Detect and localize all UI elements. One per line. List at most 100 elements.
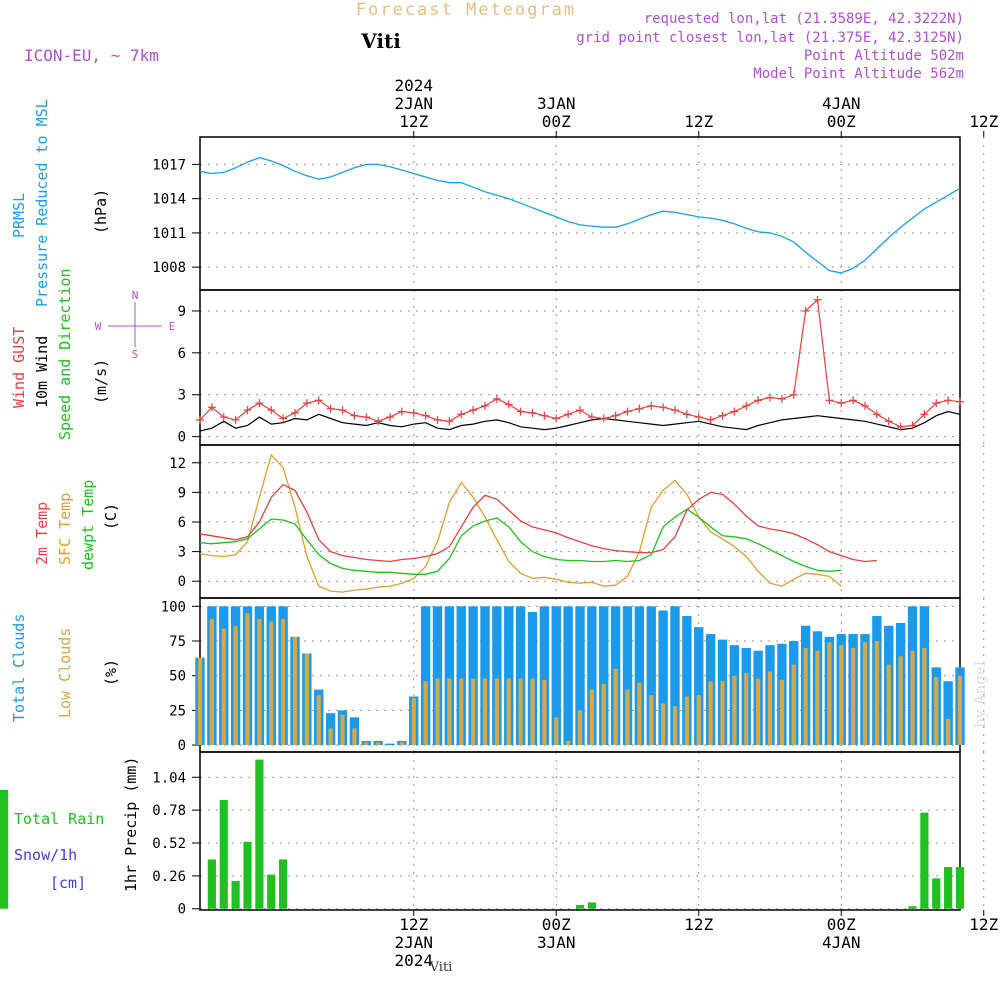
low-cloud-bar bbox=[423, 681, 428, 746]
low-cloud-bar bbox=[720, 681, 725, 746]
low-cloud-bar bbox=[316, 695, 321, 746]
pressure-label-desc: Pressure Reduced to MSL bbox=[33, 99, 51, 307]
clouds-ytick-label: 50 bbox=[169, 669, 186, 685]
low-cloud-bar bbox=[471, 678, 476, 746]
low-cloud-bar bbox=[221, 628, 226, 746]
total-cloud-bar bbox=[587, 606, 597, 746]
top-axis-label: 2JAN bbox=[394, 94, 433, 113]
pressure-label-prmsl: PRMSL bbox=[10, 193, 28, 238]
temp-labels: 2m Temp SFC Temp dewpt Temp (C) bbox=[33, 480, 120, 570]
pressure-panel: 1008 1011 1014 1017 bbox=[152, 136, 985, 291]
low-cloud-bar bbox=[530, 678, 535, 746]
low-cloud-bar bbox=[376, 742, 381, 746]
low-cloud-bar bbox=[815, 650, 820, 746]
wind-gust-label: Wind GUST bbox=[10, 327, 28, 408]
wind-labels: Wind GUST 10m Wind Speed and Direction (… bbox=[10, 268, 175, 440]
wind-10m-label: 10m Wind bbox=[33, 336, 51, 408]
temp-sfc-label: SFC Temp bbox=[56, 493, 74, 565]
total-cloud-bar bbox=[420, 606, 431, 746]
precip-rain-label: Total Rain bbox=[14, 810, 104, 828]
total-cloud-bar bbox=[599, 606, 609, 746]
low-cloud-bar bbox=[791, 664, 796, 746]
rain-bar bbox=[0, 789, 9, 909]
temp-unit: (C) bbox=[102, 503, 120, 530]
rain-bar bbox=[908, 906, 917, 909]
bottom-axis-label: 2024 bbox=[394, 951, 433, 970]
compass-rose: N S W E bbox=[95, 289, 176, 361]
low-cloud-bar bbox=[340, 714, 345, 746]
low-cloud-bar bbox=[910, 650, 915, 746]
precip-labels: Total Rain Snow/1h [cm] 1hr Precip (mm) bbox=[14, 757, 140, 892]
low-cloud-bar bbox=[542, 679, 547, 746]
total-cloud-bar bbox=[444, 606, 455, 746]
panels: 1008 1011 1014 1017 0 3 6 9 0 3 6 9 12 0 25 50 75 100 0 0.2… bbox=[0, 136, 985, 918]
location-title: Viti bbox=[360, 29, 401, 53]
low-cloud-bar bbox=[601, 684, 606, 746]
precip-frame bbox=[199, 751, 961, 911]
rain-bar bbox=[279, 859, 288, 909]
wind-10m-line bbox=[199, 410, 961, 432]
low-cloud-bar bbox=[518, 678, 523, 746]
precip-panel: 0 0.26 0.52 0.78 1.04 bbox=[0, 751, 985, 918]
low-cloud-bar bbox=[839, 645, 844, 746]
sfc-temp-line bbox=[199, 453, 842, 593]
model-label: ICON-EU, ~ 7km bbox=[24, 46, 159, 65]
total-cloud-bar bbox=[670, 606, 680, 746]
low-cloud-bar bbox=[197, 657, 203, 746]
point-altitude: Point Altitude 502m bbox=[804, 48, 964, 64]
temp-ytick-label: 0 bbox=[178, 574, 186, 590]
low-cloud-bar bbox=[767, 671, 773, 746]
total-cloud-bar bbox=[622, 606, 633, 746]
low-cloud-bar bbox=[506, 678, 511, 746]
low-cloud-bar bbox=[803, 647, 808, 746]
low-cloud-bar bbox=[672, 706, 678, 746]
low-cloud-bar bbox=[898, 656, 903, 746]
wind-panel: 0 3 6 9 bbox=[178, 289, 985, 446]
total-cloud-bar bbox=[575, 606, 585, 746]
low-cloud-bar bbox=[209, 618, 214, 746]
rain-bar bbox=[932, 878, 941, 909]
top-title: Forecast Meteogram bbox=[356, 0, 576, 20]
low-cloud-bar bbox=[566, 740, 571, 746]
top-axis-label: 00Z bbox=[542, 112, 571, 131]
bottom-axis-label: 3JAN bbox=[537, 933, 576, 952]
rain-bar bbox=[944, 867, 953, 909]
total-cloud-bar bbox=[646, 606, 656, 746]
rain-bar bbox=[207, 859, 216, 909]
top-axis-label: 00Z bbox=[827, 112, 856, 131]
top-time-axis: 20242JAN12Z3JAN00Z12Z4JAN00Z12Z5JAN00Z bbox=[394, 76, 999, 137]
low-cloud-bar bbox=[364, 742, 369, 746]
temp-dew-label: dewpt Temp bbox=[79, 480, 97, 570]
clouds-ytick-label: 25 bbox=[169, 703, 186, 719]
low-cloud-bar bbox=[684, 696, 689, 746]
rain-bar bbox=[267, 874, 276, 909]
low-cloud-bar bbox=[851, 647, 856, 746]
cloud-unit: (%) bbox=[102, 659, 120, 686]
pressure-line bbox=[199, 156, 961, 274]
precip-cm-label: [cm] bbox=[50, 874, 86, 892]
low-cloud-bar bbox=[613, 668, 618, 746]
compass-n: N bbox=[132, 289, 139, 302]
wind-unit: (m/s) bbox=[92, 359, 110, 404]
low-cloud-bar bbox=[589, 689, 594, 746]
low-cloud-bar bbox=[862, 642, 868, 746]
temp-2m-label: 2m Temp bbox=[33, 502, 51, 565]
clouds-ytick-label: 0 bbox=[178, 738, 186, 754]
total-cloud-bar bbox=[492, 606, 502, 746]
low-cloud-bar bbox=[649, 695, 654, 746]
low-cloud-bar bbox=[554, 717, 559, 746]
wind-ytick-label: 0 bbox=[178, 430, 186, 446]
requested-coords: requested lon,lat (21.3589E, 42.3222N) bbox=[644, 11, 964, 27]
temp-ytick-label: 6 bbox=[178, 515, 186, 531]
low-cloud-bar bbox=[744, 672, 749, 746]
precip-unit: 1hr Precip (mm) bbox=[122, 757, 140, 892]
total-cloud-bar bbox=[634, 606, 645, 746]
total-cloud-bar bbox=[682, 616, 692, 746]
low-cloud-bar bbox=[577, 710, 583, 746]
cloud-labels: Total Clouds Low Clouds (%) bbox=[10, 614, 120, 722]
low-cloud-bar bbox=[886, 664, 891, 746]
low-cloud-bar bbox=[756, 678, 761, 746]
total-cloud-bar bbox=[563, 606, 573, 746]
low-cloud-bar bbox=[696, 695, 701, 746]
total-cloud-bar bbox=[515, 606, 526, 746]
